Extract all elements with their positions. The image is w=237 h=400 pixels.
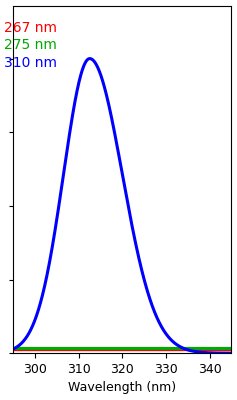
X-axis label: Wavelength (nm): Wavelength (nm) — [68, 382, 176, 394]
Legend: 267 nm, 275 nm, 310 nm: 267 nm, 275 nm, 310 nm — [3, 20, 59, 71]
